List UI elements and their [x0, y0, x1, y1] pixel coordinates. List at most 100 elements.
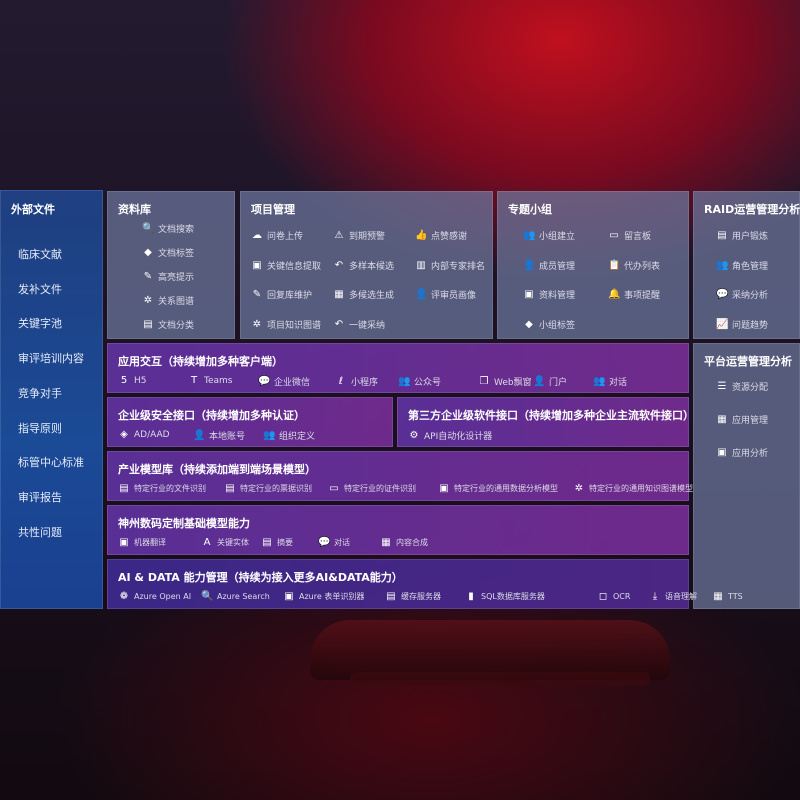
feature-item[interactable]: ▤ 缓存服务器 — [385, 591, 441, 602]
feature-item[interactable]: ▦ 应用管理 — [716, 413, 768, 426]
external-file-item[interactable]: 指导原则 — [18, 421, 62, 435]
external-file-item[interactable]: 关键字池 — [18, 317, 62, 331]
feature-item[interactable]: 🔍 Azure Search — [201, 591, 270, 602]
ocr-icon: ◻ — [598, 591, 608, 602]
feature-label: 多样本候选 — [349, 261, 395, 272]
external-file-item[interactable]: 标管中心标准 — [18, 456, 84, 470]
project-title: 项目管理 — [251, 203, 295, 216]
feature-label: 特定行业的文件识别 — [134, 484, 206, 493]
feature-item[interactable]: T Teams — [188, 375, 233, 386]
feature-label: 文档搜索 — [158, 225, 195, 235]
graph-icon: ✲ — [143, 295, 153, 306]
feature-item[interactable]: ✲ 特定行业的通用知识图谱模型 — [573, 483, 693, 494]
feature-label: 问题趋势 — [732, 320, 769, 331]
external-files-panel: 外部文件 临床文献 发补文件 关键字池 审评培训内容 竞争对手 指导原则 标管中心标准 审评报… — [0, 190, 103, 609]
third-party-interface-layer: 第三方企业级软件接口（持续增加多种企业主流软件接口） ⚙ API自动化设计器 — [397, 397, 694, 447]
feature-item[interactable]: ☁ 问卷上传 — [251, 229, 303, 242]
feature-item[interactable]: 💬 采纳分析 — [716, 288, 768, 301]
reply-icon: ↶ — [334, 318, 344, 330]
feature-item[interactable]: ↶ 一键采纳 — [333, 318, 385, 331]
feature-item[interactable]: ▤ 摘要 — [261, 537, 293, 548]
feature-item[interactable]: ▣ Azure 表单识别器 — [283, 591, 364, 602]
feature-item[interactable]: ◆ 文档标签 — [142, 246, 194, 259]
feature-label: 特定行业的票据识别 — [240, 484, 312, 493]
qa-icon: 💬 — [716, 289, 729, 300]
thirdparty-layer-title: 第三方企业级软件接口（持续增加多种企业主流软件接口） — [408, 409, 694, 422]
feature-item[interactable]: A 关键实体 — [201, 537, 249, 548]
feature-item[interactable]: ✲ 项目知识图谱 — [251, 318, 321, 331]
feature-item[interactable]: ▭ 留言板 — [608, 229, 651, 242]
external-file-item[interactable]: 共性问题 — [18, 525, 62, 539]
feature-item[interactable]: ▣ 特定行业的通用数据分析模型 — [438, 483, 558, 494]
wechat-work-icon: 💬 — [258, 376, 271, 387]
feature-item[interactable]: ✎ 回复库维护 — [251, 288, 312, 301]
feature-item[interactable]: 👥 公众号 — [398, 375, 441, 388]
feature-item[interactable]: ▤ 特定行业的票据识别 — [224, 483, 312, 494]
feature-item[interactable]: 👤 评审员画像 — [415, 288, 476, 301]
feature-item[interactable]: 📋 代办列表 — [608, 259, 660, 272]
feature-item[interactable]: ◻ OCR — [597, 591, 631, 602]
feature-item[interactable]: 💬 对话 — [318, 537, 350, 548]
feature-label: 内部专家排名 — [431, 261, 486, 272]
external-file-item[interactable]: 审评培训内容 — [18, 352, 84, 366]
highlight-pen-icon: ✎ — [143, 271, 153, 282]
feature-item[interactable]: 👤 门户 — [533, 375, 567, 388]
trend-chart-icon: 📈 — [716, 318, 729, 330]
feature-label: 应用管理 — [732, 416, 769, 426]
external-file-item[interactable]: 竞争对手 — [18, 386, 62, 400]
feature-item[interactable]: ▭ 特定行业的证件识别 — [328, 483, 416, 494]
feature-item[interactable]: ⚙ API自动化设计器 — [408, 429, 493, 442]
html5-icon: 5 — [120, 375, 128, 386]
feature-item[interactable]: 🔍 文档搜索 — [142, 222, 194, 235]
feature-item[interactable]: ↶ 多样本候选 — [333, 259, 394, 272]
external-file-item[interactable]: 发补文件 — [18, 282, 62, 296]
feature-item[interactable]: ⤓ 语音理解 — [649, 591, 697, 602]
feature-item[interactable]: 👤 本地账号 — [193, 429, 245, 442]
feature-label: 关键实体 — [217, 538, 249, 547]
feature-label: Azure Open AI — [134, 592, 192, 601]
feature-item[interactable]: 🔔 事项提醒 — [608, 288, 660, 301]
feature-item[interactable]: ▣ 机器翻译 — [118, 537, 166, 548]
feature-item[interactable]: ▤ 特定行业的文件识别 — [118, 483, 206, 494]
feature-label: 缓存服务器 — [401, 592, 441, 601]
feature-item[interactable]: 👥 组织定义 — [263, 429, 315, 442]
feature-item[interactable]: 👍 点赞感谢 — [415, 229, 467, 242]
feature-label: 关系图谱 — [158, 297, 195, 307]
feature-item[interactable]: ✲ 关系图谱 — [142, 294, 194, 307]
library-panel: 资料库 🔍 文档搜索 ◆ 文档标签 ✎ 高亮提示 ✲ 关系图谱 ▤ 文档分类 — [107, 191, 235, 339]
feature-item[interactable]: ▦ 内容合成 — [380, 537, 428, 548]
external-file-item[interactable]: 审评报告 — [18, 490, 62, 504]
feature-item[interactable]: ▥ 内部专家排名 — [415, 259, 485, 272]
feature-item[interactable]: ▮ SQL数据库服务器 — [465, 591, 545, 602]
feature-item[interactable]: 📈 问题趋势 — [716, 318, 768, 331]
feature-label: Azure Search — [217, 592, 270, 601]
translate-icon: ▣ — [119, 537, 129, 548]
feature-item[interactable]: ▤ 用户锻炼 — [716, 229, 768, 242]
feature-item[interactable]: 👥 小组建立 — [523, 229, 575, 242]
feature-item[interactable]: ✎ 高亮提示 — [142, 270, 194, 283]
feature-item[interactable]: ▣ 关键信息提取 — [251, 259, 321, 272]
feature-item[interactable]: ▣ 资料管理 — [523, 288, 575, 301]
feature-item[interactable]: ◆ 小组标签 — [523, 318, 575, 331]
feature-item[interactable]: 👥 角色管理 — [716, 259, 768, 272]
feature-item[interactable]: 5 H5 — [118, 375, 147, 386]
feature-label: 特定行业的通用数据分析模型 — [454, 484, 558, 493]
feature-item[interactable]: 💬 企业微信 — [258, 375, 310, 388]
feature-item[interactable]: ℓ 小程序 — [335, 375, 378, 388]
base-model-layer: 神州数码定制基础模型能力 ▣ 机器翻译 A 关键实体 ▤ 摘要 💬 对话 ▦ 内容合成 — [107, 505, 689, 555]
feature-item[interactable]: ⚠ 到期预警 — [333, 229, 386, 242]
feature-item[interactable]: ❐ Web飘窗 — [478, 375, 532, 388]
puzzle-icon: ▦ — [334, 289, 344, 300]
external-file-item[interactable]: 临床文献 — [18, 248, 62, 261]
feature-item[interactable]: ❁ Azure Open AI — [118, 591, 191, 602]
feature-item[interactable]: ☰ 资源分配 — [716, 380, 769, 393]
feature-item[interactable]: ▦ 多候选生成 — [333, 288, 394, 301]
feature-item[interactable]: 👤 成员管理 — [523, 259, 575, 272]
feature-item[interactable]: 👥 对话 — [593, 375, 627, 388]
feature-item[interactable]: ▤ 文档分类 — [142, 318, 194, 331]
feature-item[interactable]: ◈ AD/AAD — [118, 429, 169, 440]
platform-title: 平台运营管理分析 — [704, 355, 792, 368]
feature-item[interactable]: ▣ 应用分析 — [716, 446, 768, 459]
entity-icon: A — [203, 537, 211, 548]
feature-item[interactable]: ▦ TTS — [712, 591, 742, 602]
